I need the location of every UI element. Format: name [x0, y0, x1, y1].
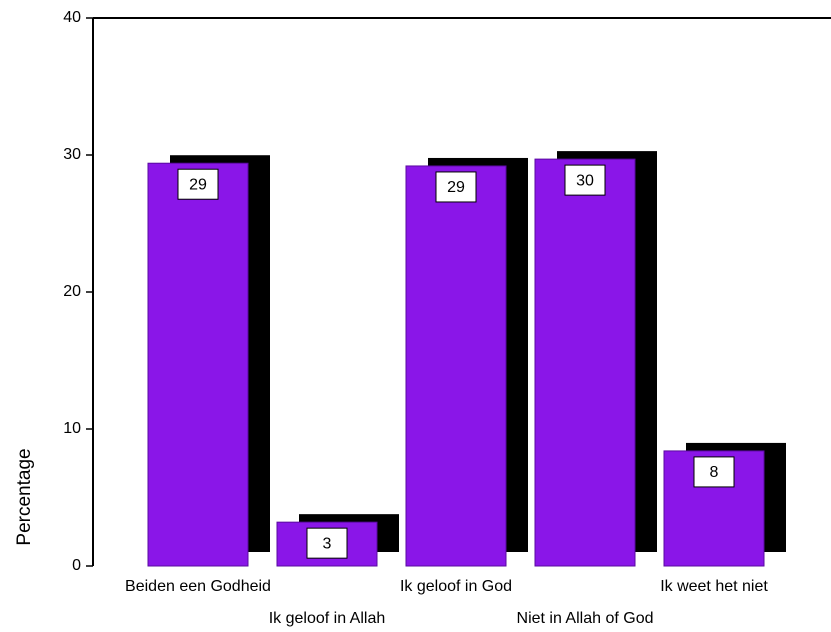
- value-label-box: [693, 456, 735, 488]
- value-label: 3: [323, 535, 332, 552]
- y-tick-label: 0: [72, 557, 81, 574]
- value-label-box: [177, 168, 219, 200]
- value-label-box: [306, 527, 348, 559]
- bar: [405, 165, 507, 567]
- value-label: 29: [189, 176, 207, 193]
- bar: [534, 158, 636, 567]
- value-label: 30: [576, 172, 594, 189]
- value-label: 29: [447, 179, 465, 196]
- value-label: 8: [710, 464, 719, 481]
- y-tick-label: 40: [63, 9, 81, 26]
- y-tick-label: 30: [63, 146, 81, 163]
- value-label-box: [435, 171, 477, 203]
- value-label-box: [564, 164, 606, 196]
- y-axis-label: Percentage: [14, 448, 35, 545]
- x-tick-label: Ik geloof in God: [400, 578, 512, 595]
- x-tick-label: Niet in Allah of God: [517, 610, 654, 627]
- x-tick-label: Beiden een Godheid: [125, 578, 271, 595]
- y-tick-label: 20: [63, 283, 81, 300]
- x-tick-label: Ik geloof in Allah: [269, 610, 386, 627]
- bar: [147, 162, 249, 567]
- y-tick-label: 10: [63, 420, 81, 437]
- x-tick-label: Ik weet het niet: [660, 578, 768, 595]
